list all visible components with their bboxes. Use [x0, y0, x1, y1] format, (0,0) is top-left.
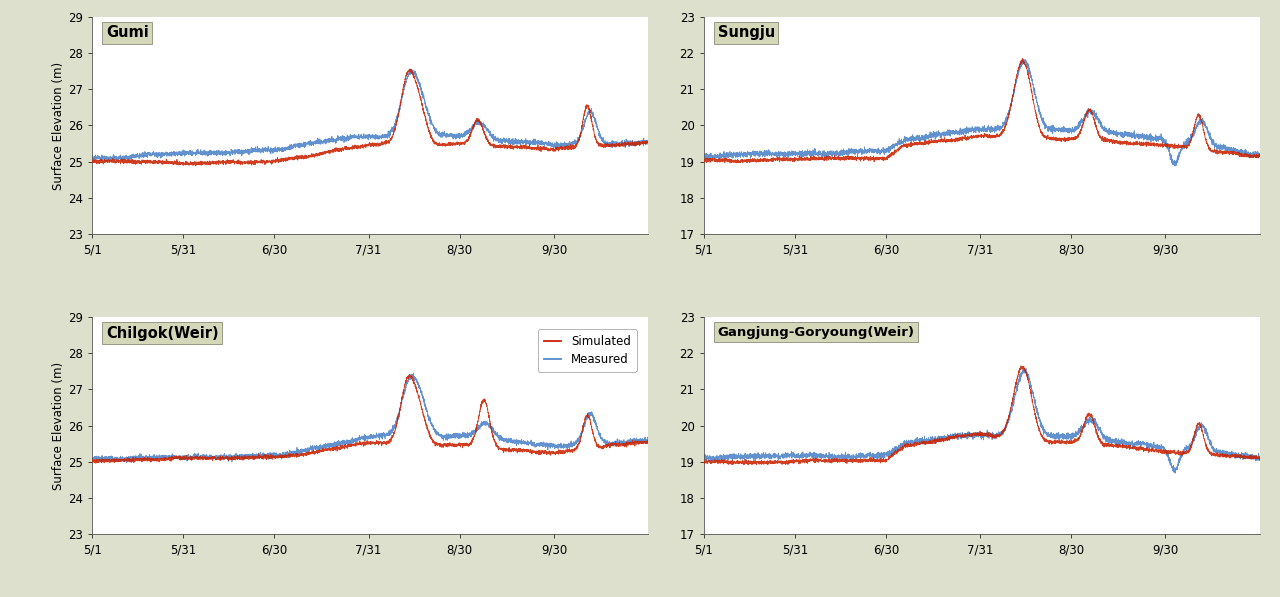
Y-axis label: Surface Elevation (m): Surface Elevation (m) [52, 61, 65, 189]
Y-axis label: Surface Elevation (m): Surface Elevation (m) [52, 362, 65, 490]
Text: Chilgok(Weir): Chilgok(Weir) [106, 325, 219, 340]
Text: Sungju: Sungju [718, 26, 774, 41]
Text: Gumi: Gumi [106, 26, 148, 41]
Text: Gangjung-Goryoung(Weir): Gangjung-Goryoung(Weir) [718, 325, 914, 338]
Legend: Simulated, Measured: Simulated, Measured [538, 330, 636, 372]
